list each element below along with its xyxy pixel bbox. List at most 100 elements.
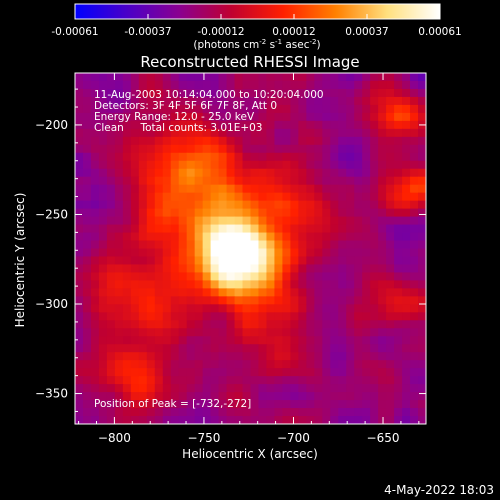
heatmap-cell — [338, 208, 347, 218]
heatmap-cell — [114, 288, 124, 297]
heatmap-cell — [250, 392, 260, 401]
heatmap-cell — [162, 128, 172, 138]
heatmap-cell — [402, 320, 411, 329]
heatmap-cell — [130, 416, 140, 424]
heatmap-cell — [82, 328, 92, 337]
heatmap-cell — [98, 288, 108, 297]
heatmap-cell — [82, 224, 92, 234]
heatmap-cell — [386, 408, 395, 417]
heatmap-cell — [298, 312, 307, 321]
colorbar — [74, 3, 441, 20]
heatmap-cell — [218, 392, 228, 401]
heatmap-cell — [210, 128, 220, 138]
heatmap-cell — [370, 136, 379, 146]
heatmap-cell — [330, 336, 339, 345]
heatmap-cell — [274, 344, 284, 353]
heatmap-cell — [402, 224, 411, 234]
heatmap-cell — [170, 168, 180, 178]
heatmap-cell — [82, 176, 92, 186]
heatmap-cell — [98, 240, 108, 250]
heatmap-cell — [290, 248, 299, 258]
chart-title: Reconstructed RHESSI Image — [140, 53, 359, 71]
heatmap-cell — [346, 296, 355, 305]
heatmap-cell — [106, 336, 116, 345]
heatmap-cell — [138, 112, 148, 122]
heatmap-cell — [362, 168, 371, 178]
heatmap-cell — [266, 208, 276, 218]
heatmap-cell — [362, 176, 371, 186]
heatmap-cell — [298, 136, 307, 146]
heatmap-cell — [146, 120, 156, 130]
heatmap-cell — [194, 312, 204, 321]
heatmap-cell — [362, 376, 371, 385]
heatmap-cell — [122, 80, 132, 90]
heatmap-cell — [202, 168, 212, 178]
heatmap-cell — [234, 336, 244, 345]
heatmap-cell — [82, 73, 92, 82]
heatmap-cell — [258, 160, 268, 170]
heatmap-cell — [114, 248, 124, 258]
heatmap-cell — [274, 256, 284, 266]
heatmap-cell — [258, 192, 268, 202]
heatmap-cell — [402, 344, 411, 353]
heatmap-cell — [250, 152, 260, 162]
heatmap-cell — [210, 88, 220, 98]
heatmap-cell — [218, 336, 228, 345]
heatmap-cell — [114, 392, 124, 401]
heatmap-cell — [338, 232, 347, 242]
heatmap-cell — [186, 120, 196, 130]
heatmap-cell — [242, 128, 252, 138]
heatmap-cell — [402, 272, 411, 282]
heatmap-cell — [402, 416, 411, 424]
heatmap-cell — [242, 80, 252, 90]
heatmap-cell — [266, 80, 276, 90]
heatmap-cell — [394, 392, 403, 401]
heatmap-cell — [146, 368, 156, 377]
heatmap-cell — [210, 416, 220, 424]
heatmap-cell — [130, 192, 140, 202]
heatmap-cell — [122, 336, 132, 345]
heatmap-cell — [306, 296, 315, 305]
heatmap-cell — [170, 408, 180, 417]
heatmap-cell — [314, 120, 323, 130]
heatmap-cell — [394, 232, 403, 242]
heatmap-cell — [178, 96, 188, 106]
heatmap-cell — [146, 208, 156, 218]
heatmap-cell — [346, 416, 355, 424]
heatmap-cell — [218, 368, 228, 377]
heatmap-cell — [75, 336, 84, 345]
heatmap-cell — [282, 352, 291, 361]
heatmap-cell — [338, 88, 347, 98]
heatmap-cell — [130, 96, 140, 106]
heatmap-cell — [82, 280, 92, 289]
heatmap-cell — [194, 152, 204, 162]
heatmap-cell — [242, 376, 252, 385]
heatmap-cell — [370, 88, 379, 98]
heatmap-cell — [378, 400, 387, 409]
heatmap-cell — [394, 152, 403, 162]
heatmap-cell — [330, 120, 339, 130]
heatmap-cell — [154, 352, 164, 361]
heatmap-cell — [354, 312, 363, 321]
heatmap-cell — [162, 200, 172, 210]
heatmap-cell — [106, 112, 116, 122]
heatmap-cell — [242, 184, 252, 194]
heatmap-cell — [138, 240, 148, 250]
heatmap-cell — [114, 280, 124, 289]
heatmap-cell — [258, 104, 268, 114]
heatmap-cell — [242, 360, 252, 369]
heatmap-cell — [394, 344, 403, 353]
heatmap-cell — [250, 208, 260, 218]
heatmap-cell — [378, 216, 387, 226]
heatmap-cell — [290, 144, 299, 154]
heatmap-cell — [90, 304, 100, 313]
heatmap-cell — [378, 312, 387, 321]
heatmap-cell — [202, 240, 212, 250]
heatmap-cell — [314, 312, 323, 321]
heatmap-cell — [290, 344, 299, 353]
heatmap-cell — [386, 96, 395, 106]
heatmap-cell — [346, 408, 355, 417]
heatmap-cell — [258, 144, 268, 154]
heatmap-cell — [114, 216, 124, 226]
